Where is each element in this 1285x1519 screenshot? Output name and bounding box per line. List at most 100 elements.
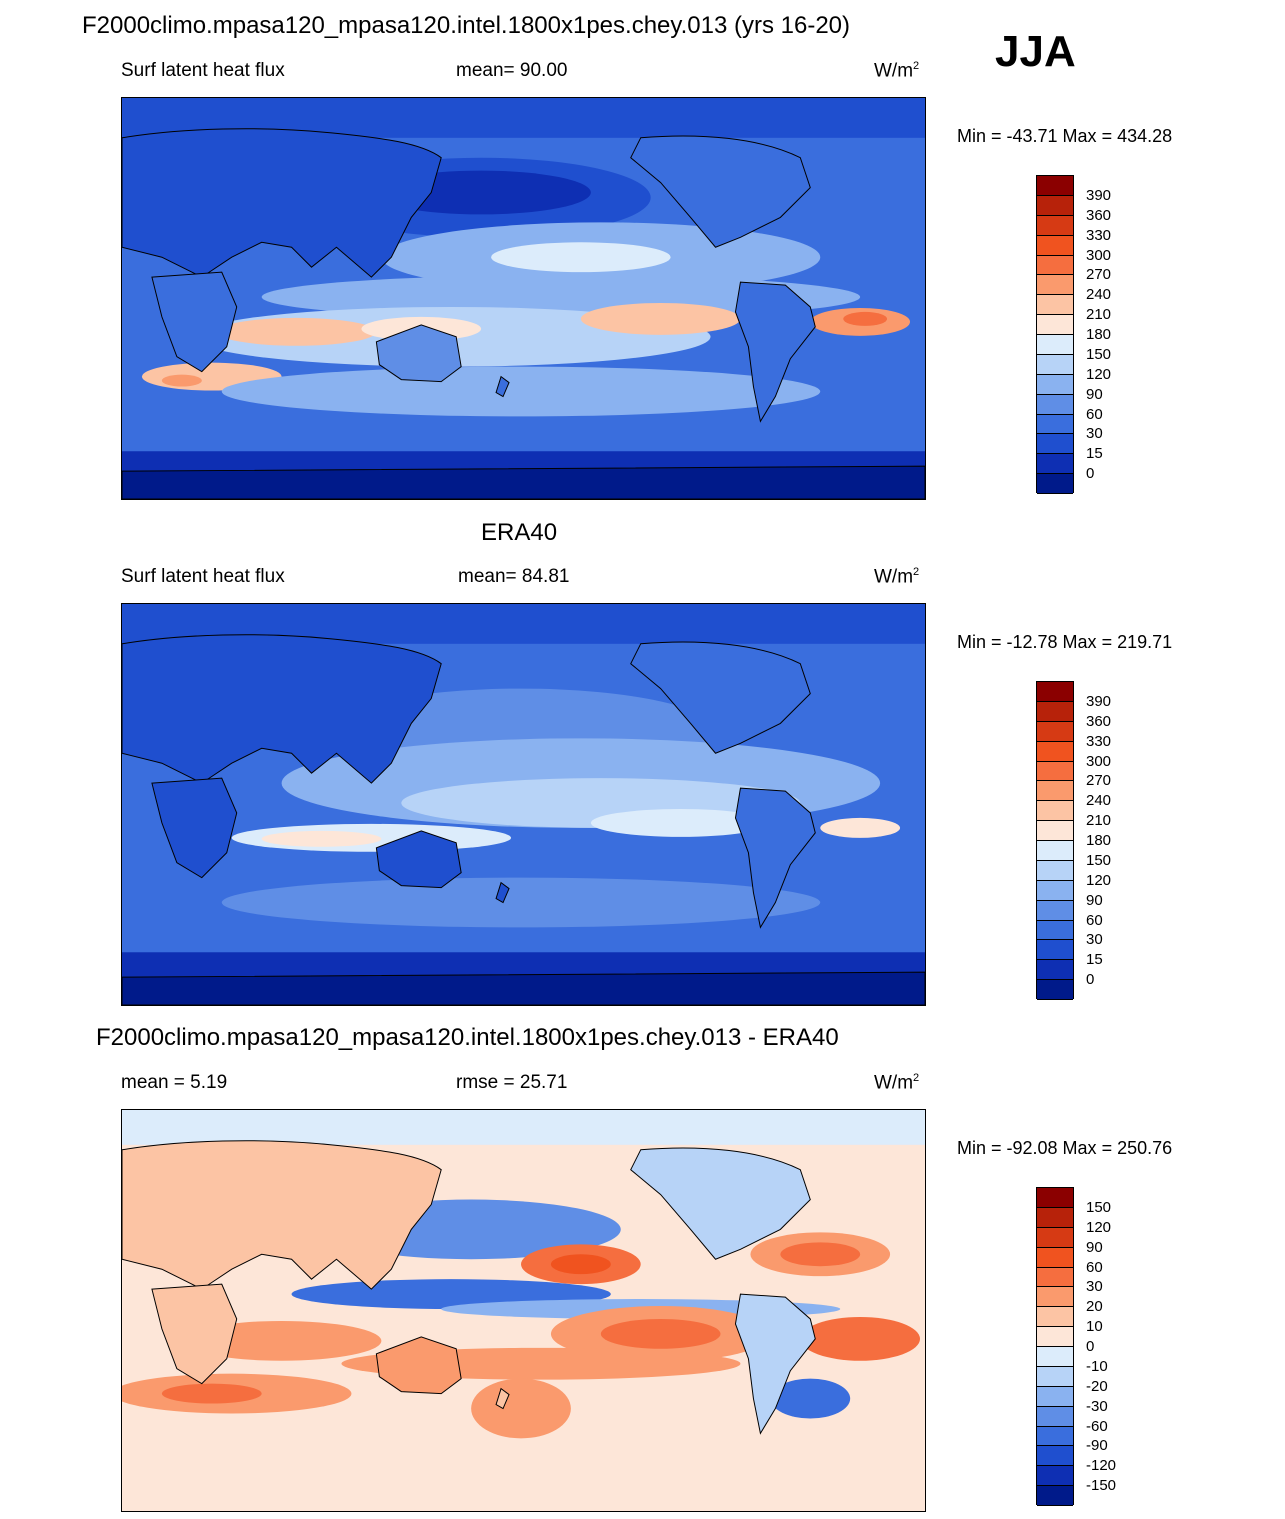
panel1-map-svg: [122, 98, 925, 499]
season-label: JJA: [995, 27, 1076, 76]
colorbar-swatch: [1037, 741, 1073, 762]
colorbar-swatch: [1037, 195, 1073, 216]
colorbar-swatch: [1037, 394, 1073, 415]
panel3-colorbar: [1036, 1187, 1074, 1506]
colorbar-tick-label: -20: [1086, 1377, 1108, 1395]
panel3-map-svg: [122, 1110, 925, 1511]
colorbar-tick-label: 0: [1086, 465, 1095, 483]
panel2-map-svg: [122, 604, 925, 1005]
colorbar-swatch: [1037, 176, 1073, 196]
colorbar-tick-label: 300: [1086, 246, 1112, 264]
colorbar-swatch: [1037, 354, 1073, 375]
colorbar-tick-label: 60: [1086, 1258, 1103, 1276]
colorbar-tick-label: 20: [1086, 1298, 1103, 1316]
colorbar-tick-label: 240: [1086, 792, 1112, 810]
colorbar-swatch: [1037, 1247, 1073, 1268]
colorbar-swatch: [1037, 315, 1073, 335]
panel2-title: ERA40: [481, 519, 558, 546]
colorbar-tick-label: 330: [1086, 226, 1112, 244]
panel2-variable-label: Surf latent heat flux: [121, 566, 285, 587]
colorbar-swatch: [1037, 900, 1073, 921]
colorbar-swatch: [1037, 454, 1073, 475]
colorbar-tick-label: 15: [1086, 951, 1103, 969]
colorbar-tick-label: -120: [1086, 1457, 1117, 1475]
colorbar-tick-label: 10: [1086, 1318, 1103, 1336]
colorbar-swatch: [1037, 374, 1073, 395]
panel3-mean-label: mean = 5.19: [121, 1072, 228, 1093]
colorbar-tick-label: 330: [1086, 732, 1112, 750]
colorbar-tick-label: -150: [1086, 1477, 1117, 1495]
colorbar-swatch: [1037, 761, 1073, 782]
colorbar-swatch: [1037, 474, 1073, 494]
colorbar-swatch: [1037, 1347, 1073, 1367]
panel3-units: W/m2: [874, 1072, 920, 1094]
colorbar-tick-label: 150: [1086, 1198, 1112, 1216]
colorbar-tick-label: 180: [1086, 832, 1112, 849]
colorbar-swatch: [1037, 1188, 1073, 1208]
panel1-variable-label: Surf latent heat flux: [121, 60, 285, 81]
panel2-units: W/m2: [874, 566, 920, 588]
colorbar-tick-label: 210: [1086, 306, 1112, 324]
colorbar-swatch: [1037, 701, 1073, 722]
colorbar-swatch: [1037, 821, 1073, 841]
colorbar-tick-label: 60: [1086, 405, 1103, 423]
colorbar-tick-label: 120: [1086, 1218, 1112, 1236]
panel1-minmax: Min = -43.71 Max = 434.28: [957, 126, 1173, 146]
colorbar-swatch: [1037, 1406, 1073, 1427]
colorbar-swatch: [1037, 1446, 1073, 1467]
panel1-colorbar: [1036, 175, 1074, 494]
colorbar-tick-label: 90: [1086, 891, 1103, 909]
colorbar-swatch: [1037, 801, 1073, 822]
colorbar-tick-label: 180: [1086, 326, 1112, 343]
colorbar-swatch: [1037, 1426, 1073, 1447]
panel2-minmax: Min = -12.78 Max = 219.71: [957, 632, 1173, 652]
panel3-minmax: Min = -92.08 Max = 250.76: [957, 1138, 1173, 1158]
panel1-units: W/m2: [874, 60, 920, 82]
colorbar-swatch: [1037, 215, 1073, 236]
colorbar-tick-label: 90: [1086, 385, 1103, 403]
colorbar-tick-label: 360: [1086, 712, 1112, 730]
colorbar-swatch: [1037, 1366, 1073, 1387]
colorbar-tick-label: 150: [1086, 345, 1112, 363]
panel3-title: F2000climo.mpasa120_mpasa120.intel.1800x…: [96, 1024, 839, 1051]
colorbar-tick-label: 210: [1086, 812, 1112, 830]
colorbar-tick-label: -90: [1086, 1437, 1108, 1455]
colorbar-tick-label: 300: [1086, 752, 1112, 770]
colorbar-swatch: [1037, 682, 1073, 702]
colorbar-tick-label: 270: [1086, 772, 1112, 790]
colorbar-swatch: [1037, 980, 1073, 1000]
colorbar-swatch: [1037, 1466, 1073, 1487]
colorbar-swatch: [1037, 721, 1073, 742]
colorbar-tick-label: 30: [1086, 425, 1103, 443]
panel2-mean-label: mean= 84.81: [458, 566, 570, 587]
panel3-map: [121, 1109, 926, 1512]
colorbar-tick-label: -60: [1086, 1417, 1108, 1435]
colorbar-swatch: [1037, 1287, 1073, 1308]
panel2-map: [121, 603, 926, 1006]
colorbar-swatch: [1037, 1327, 1073, 1347]
colorbar-tick-label: 0: [1086, 971, 1095, 989]
colorbar-swatch: [1037, 235, 1073, 256]
panel3-rmse-label: rmse = 25.71: [456, 1072, 568, 1093]
colorbar-tick-label: -10: [1086, 1357, 1108, 1375]
colorbar-swatch: [1037, 960, 1073, 981]
colorbar-swatch: [1037, 295, 1073, 316]
colorbar-tick-label: 60: [1086, 911, 1103, 929]
colorbar-swatch: [1037, 940, 1073, 961]
colorbar-swatch: [1037, 1307, 1073, 1328]
colorbar-swatch: [1037, 255, 1073, 276]
panel1-mean-label: mean= 90.00: [456, 60, 568, 81]
colorbar-tick-label: 30: [1086, 931, 1103, 949]
colorbar-tick-label: 240: [1086, 286, 1112, 304]
colorbar-tick-label: 120: [1086, 871, 1112, 889]
colorbar-swatch: [1037, 880, 1073, 901]
colorbar-tick-label: 30: [1086, 1278, 1103, 1296]
colorbar-tick-label: 390: [1086, 186, 1112, 204]
colorbar-swatch: [1037, 781, 1073, 802]
panel1-title: F2000climo.mpasa120_mpasa120.intel.1800x…: [82, 12, 851, 39]
colorbar-swatch: [1037, 275, 1073, 296]
colorbar-tick-label: 90: [1086, 1238, 1103, 1256]
panel2-colorbar: [1036, 681, 1074, 1000]
colorbar-tick-label: 15: [1086, 445, 1103, 463]
colorbar-swatch: [1037, 1227, 1073, 1248]
